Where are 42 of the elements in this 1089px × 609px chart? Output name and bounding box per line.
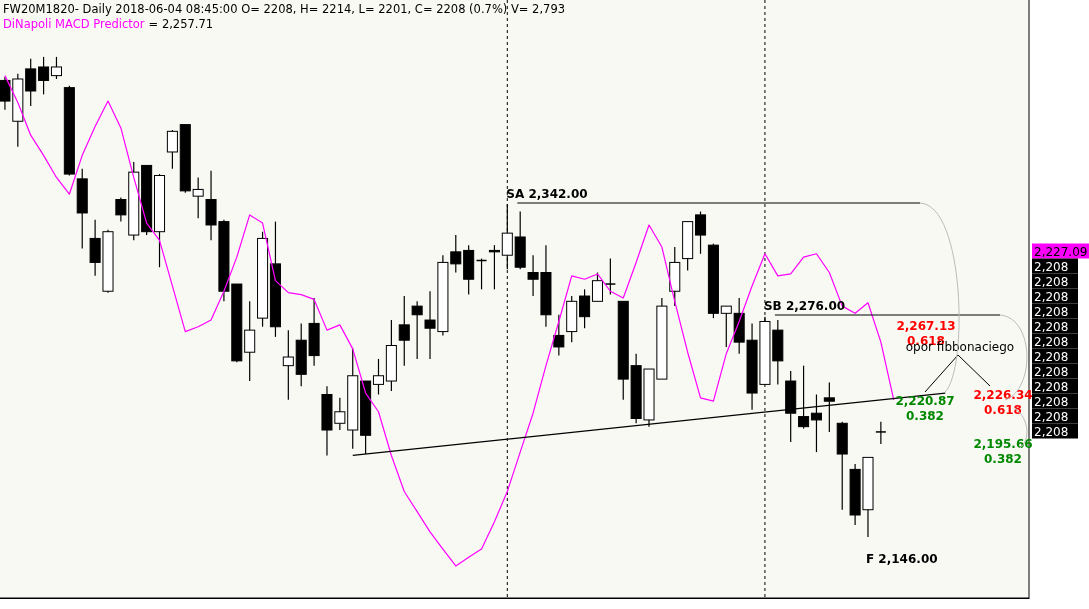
text: 2,208 — [1034, 349, 1069, 364]
candlestick — [398, 295, 410, 367]
text: 2,208 — [1034, 379, 1069, 394]
text: 2,208 — [1034, 334, 1069, 349]
candlestick — [579, 288, 591, 329]
text: DiNapoli MACD Predictor — [3, 17, 145, 31]
candlestick — [244, 300, 256, 382]
candlestick — [38, 56, 50, 95]
text: 2,208 — [1034, 409, 1069, 424]
candlestick — [50, 56, 62, 80]
text: 2,227.09 — [1034, 244, 1088, 259]
candlestick — [553, 314, 565, 357]
annotation: 0.618 — [984, 403, 1022, 417]
text: F 2,146.00 — [865, 552, 938, 566]
candlestick — [695, 210, 707, 255]
text: 2,208 — [1034, 424, 1069, 439]
candlestick — [604, 257, 617, 296]
text: 2,208 — [1034, 259, 1069, 274]
annotation: 2,226.34 — [973, 388, 1033, 402]
candlestick — [166, 129, 178, 170]
annotation: 2,195.66 — [973, 437, 1033, 451]
candlestick — [25, 58, 37, 107]
text: 2,208 — [1034, 304, 1069, 319]
candlestick — [282, 329, 294, 401]
annotation: SA 2,342.00 — [506, 187, 588, 201]
annotation: 2,267.13 — [896, 319, 956, 333]
text: 2,208 — [1034, 289, 1069, 304]
text: 2,208 — [1034, 394, 1069, 409]
candlestick — [372, 358, 385, 396]
annotation: 2,220.87 — [895, 394, 955, 408]
chart-title: FW20M1820- Daily 2018-06-04 08:45:00 O= 2208, H= 2214, L= 2201, C= 2208 (0.7%) V= 2,793 — [3, 2, 566, 16]
text: 2,208 — [1034, 319, 1069, 334]
candlestick — [411, 300, 423, 360]
annotation: 0.382 — [906, 409, 944, 423]
annotation: SB 2,276.00 — [763, 299, 846, 313]
candlestick — [875, 421, 887, 445]
candlestick — [501, 203, 513, 270]
text: 2,208 — [1034, 364, 1069, 379]
annotation: 0.382 — [984, 452, 1022, 466]
text: = 2,257.71 — [148, 17, 214, 31]
candlestick — [488, 244, 500, 290]
text: 2,208 — [1034, 274, 1069, 289]
